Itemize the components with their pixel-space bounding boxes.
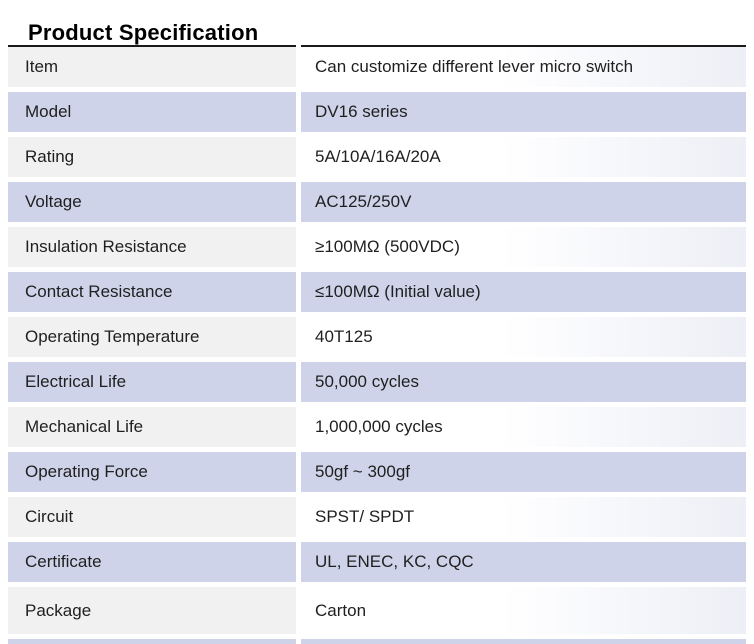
spec-value: ≥100MΩ (500VDC) (301, 227, 746, 267)
table-row: Contact Resistance ≤100MΩ (Initial value… (8, 272, 746, 312)
spec-value: SPST/ SPDT (301, 497, 746, 537)
spec-value: ≤100MΩ (Initial value) (301, 272, 746, 312)
table-row-partial (8, 639, 746, 644)
table-row: Item Can customize different lever micro… (8, 45, 746, 87)
spec-value: 40T125 (301, 317, 746, 357)
spec-label: Certificate (8, 542, 296, 582)
spec-label: Package (8, 587, 296, 634)
spec-label: Mechanical Life (8, 407, 296, 447)
table-row: Operating Temperature 40T125 (8, 317, 746, 357)
table-row: Mechanical Life 1,000,000 cycles (8, 407, 746, 447)
spec-table: Item Can customize different lever micro… (8, 45, 746, 644)
table-row: Voltage AC125/250V (8, 182, 746, 222)
spec-label: Operating Temperature (8, 317, 296, 357)
spec-value: 50,000 cycles (301, 362, 746, 402)
spec-rows: Item Can customize different lever micro… (8, 45, 746, 634)
spec-label (8, 639, 296, 644)
table-row: Rating 5A/10A/16A/20A (8, 137, 746, 177)
spec-value: Carton (301, 587, 746, 634)
spec-value: 50gf ~ 300gf (301, 452, 746, 492)
table-row: Package Carton (8, 587, 746, 634)
spec-label: Electrical Life (8, 362, 296, 402)
spec-label: Item (8, 45, 296, 87)
table-row: Insulation Resistance ≥100MΩ (500VDC) (8, 227, 746, 267)
spec-value: UL, ENEC, KC, CQC (301, 542, 746, 582)
spec-value: 5A/10A/16A/20A (301, 137, 746, 177)
spec-label: Voltage (8, 182, 296, 222)
spec-value: DV16 series (301, 92, 746, 132)
page-title: Product Specification (28, 19, 259, 45)
table-row: Operating Force 50gf ~ 300gf (8, 452, 746, 492)
spec-label: Contact Resistance (8, 272, 296, 312)
table-row: Model DV16 series (8, 92, 746, 132)
spec-label: Operating Force (8, 452, 296, 492)
spec-label: Rating (8, 137, 296, 177)
spec-value: Can customize different lever micro swit… (301, 45, 746, 87)
spec-value: AC125/250V (301, 182, 746, 222)
spec-value (301, 639, 746, 644)
spec-label: Insulation Resistance (8, 227, 296, 267)
spec-value: 1,000,000 cycles (301, 407, 746, 447)
spec-label: Circuit (8, 497, 296, 537)
table-row: Certificate UL, ENEC, KC, CQC (8, 542, 746, 582)
table-row: Electrical Life 50,000 cycles (8, 362, 746, 402)
table-row: Circuit SPST/ SPDT (8, 497, 746, 537)
spec-label: Model (8, 92, 296, 132)
